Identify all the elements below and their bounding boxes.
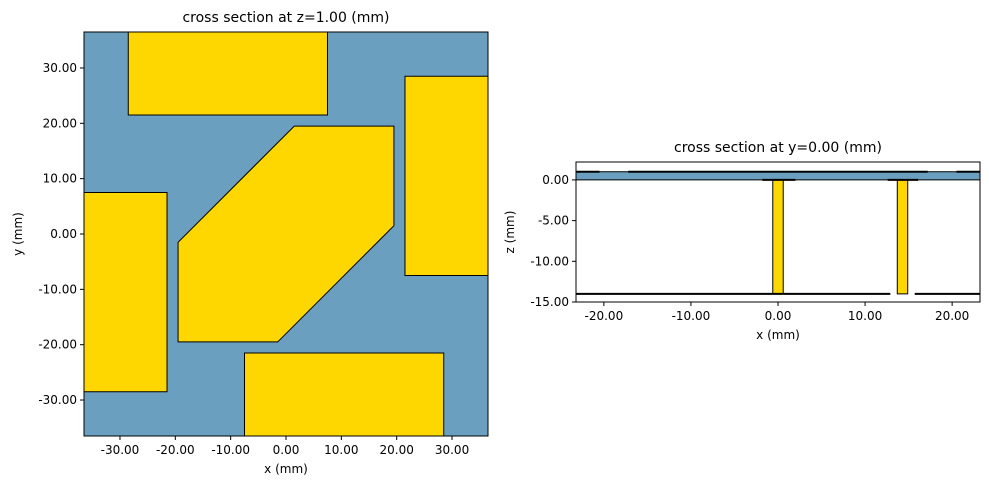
y-tick-label: -30.00 bbox=[38, 393, 77, 407]
y-tick-label: -15.00 bbox=[530, 295, 569, 309]
x-tick-label: 20.00 bbox=[380, 443, 414, 457]
x-tick-label: 0.00 bbox=[273, 443, 300, 457]
shape bbox=[243, 352, 445, 436]
y-tick-label: 0.00 bbox=[542, 173, 569, 187]
y-tick-label: -5.00 bbox=[538, 214, 569, 228]
y-axis-label: z (mm) bbox=[503, 211, 517, 254]
shape bbox=[404, 75, 488, 277]
panel: -30.00 -20.00 -10.00 0.00 10.00 20.00 30.00 -30… bbox=[11, 10, 489, 476]
y-axis-label: y (mm) bbox=[11, 212, 25, 256]
panel: -20.00 -10.00 0.00 10.00 20.00 0.00 -5.00 -10.0… bbox=[503, 140, 981, 342]
x-tick-label: 10.00 bbox=[848, 309, 882, 323]
x-tick-label: 10.00 bbox=[324, 443, 358, 457]
x-tick-label: -30.00 bbox=[101, 443, 140, 457]
y-tick-label: 20.00 bbox=[43, 116, 77, 130]
y-tick-label: -20.00 bbox=[38, 338, 77, 352]
x-tick-label: 0.00 bbox=[765, 309, 792, 323]
x-tick-label: -20.00 bbox=[585, 309, 624, 323]
plot-area bbox=[84, 32, 488, 436]
x-tick-label: 20.00 bbox=[935, 309, 969, 323]
y-tick-label: 10.00 bbox=[43, 172, 77, 186]
shape bbox=[84, 191, 168, 393]
shape bbox=[127, 32, 329, 116]
y-tick-label: -10.00 bbox=[38, 282, 77, 296]
y-tick-label: 30.00 bbox=[43, 61, 77, 75]
plot-area bbox=[576, 170, 980, 295]
chart-title: cross section at y=0.00 (mm) bbox=[674, 140, 882, 156]
shape bbox=[177, 125, 395, 343]
x-tick-label: 30.00 bbox=[435, 443, 469, 457]
shape bbox=[896, 179, 909, 295]
x-axis-label: x (mm) bbox=[264, 462, 308, 476]
x-tick-label: -10.00 bbox=[672, 309, 711, 323]
x-axis-label: x (mm) bbox=[756, 328, 800, 342]
y-tick-label: 0.00 bbox=[50, 227, 77, 241]
y-tick-label: -10.00 bbox=[530, 254, 569, 268]
x-tick-label: -20.00 bbox=[156, 443, 195, 457]
x-tick-label: -10.00 bbox=[211, 443, 250, 457]
shape bbox=[576, 171, 980, 181]
shape bbox=[772, 179, 784, 295]
chart-title: cross section at z=1.00 (mm) bbox=[182, 10, 389, 26]
